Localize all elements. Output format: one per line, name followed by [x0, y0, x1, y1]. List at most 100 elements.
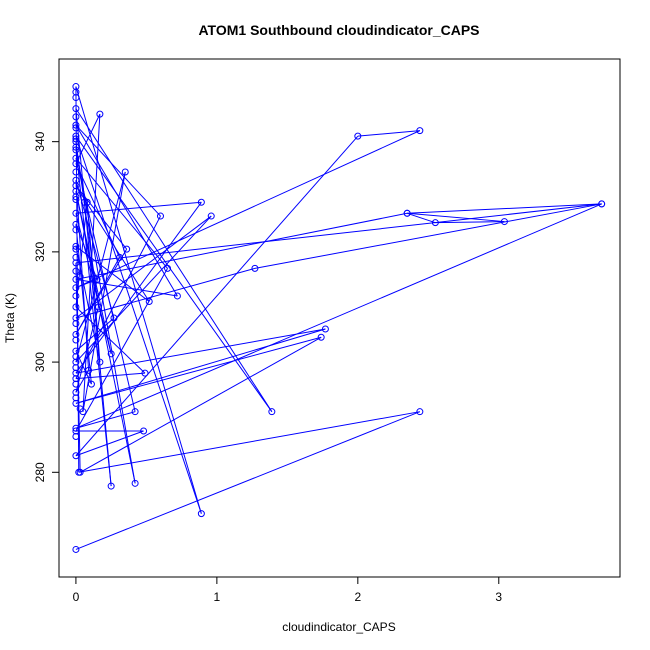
data-point — [116, 253, 124, 261]
data-point — [123, 245, 131, 253]
data-point — [72, 138, 80, 146]
data-point — [268, 408, 276, 416]
series-line-segment — [75, 191, 136, 484]
series-line-segment — [75, 215, 212, 319]
series-line-segment — [75, 306, 99, 393]
data-point — [72, 135, 80, 143]
series-line-segment — [357, 130, 420, 137]
data-point — [72, 154, 80, 162]
series-line-segment — [79, 336, 322, 473]
y-tick-label: 280 — [33, 462, 47, 482]
series-line-segment — [75, 113, 101, 164]
plot-frame — [58, 58, 621, 578]
data-point — [72, 245, 80, 253]
data-point — [72, 292, 80, 300]
series-line-segment — [75, 201, 202, 374]
data-point — [145, 297, 153, 305]
x-tick-label: 3 — [495, 590, 502, 604]
series-line-segment — [75, 430, 144, 457]
series-line-segment — [407, 203, 602, 214]
series-line-segment — [75, 158, 136, 412]
series-line-segment — [75, 372, 146, 380]
x-axis: 0 1 2 3 — [73, 577, 502, 604]
series-line-segment — [75, 203, 602, 264]
series-line-segment — [75, 328, 326, 404]
series-line-segment — [75, 141, 99, 308]
data-point — [110, 314, 118, 322]
data-point — [72, 226, 80, 234]
data-point — [72, 320, 80, 328]
series-line-segment — [75, 278, 178, 297]
data-point — [72, 267, 80, 275]
data-point — [131, 408, 139, 416]
series-line-segment — [75, 370, 90, 393]
series-line-segment — [75, 147, 136, 484]
series-line-segment — [75, 157, 168, 269]
y-axis-label: Theta (K) — [3, 293, 17, 343]
series-line-segment — [75, 180, 115, 319]
data-point — [72, 432, 80, 440]
data-point — [93, 275, 101, 283]
series-line-segment — [75, 163, 121, 258]
data-point — [72, 452, 80, 460]
data-point — [141, 369, 149, 377]
series-line-segment — [75, 411, 136, 429]
x-axis-label: cloudindicator_CAPS — [282, 620, 395, 634]
series-line-segment — [75, 130, 421, 289]
data-point — [107, 350, 115, 358]
y-tick-label: 300 — [33, 352, 47, 372]
data-point — [72, 424, 80, 432]
data-point — [121, 168, 129, 176]
series-line-segment — [75, 203, 602, 429]
data-point — [72, 380, 80, 388]
series-line-segment — [254, 203, 602, 269]
series-line-segment — [75, 135, 359, 457]
series-line-segment — [75, 171, 126, 363]
series-line-segment — [75, 86, 202, 514]
series-line-segment — [75, 135, 273, 412]
data-point — [76, 405, 84, 413]
data-point — [207, 212, 215, 220]
series-line-segment — [407, 212, 436, 224]
data-point — [72, 336, 80, 344]
data-point — [140, 427, 148, 435]
data-point — [317, 333, 325, 341]
data-point — [94, 303, 102, 311]
data-point — [85, 366, 93, 374]
data-point — [72, 193, 80, 201]
y-tick-label: 340 — [33, 131, 47, 151]
series-points — [72, 83, 606, 553]
series-line-segment — [82, 114, 101, 412]
data-point — [72, 113, 80, 121]
series-line-segment — [75, 124, 178, 297]
data-point — [72, 353, 80, 361]
y-tick-label: 320 — [33, 242, 47, 262]
data-point — [156, 212, 164, 220]
data-point — [431, 219, 439, 227]
data-point — [76, 468, 84, 476]
data-point — [403, 209, 411, 217]
data-point — [72, 364, 80, 372]
series-line-segment — [75, 317, 115, 352]
series-line-segment — [75, 336, 322, 404]
data-point — [72, 545, 80, 553]
data-point — [131, 479, 139, 487]
data-point — [80, 198, 88, 206]
series-line-segment — [75, 212, 408, 280]
data-point — [96, 110, 104, 118]
series-line-segment — [75, 180, 90, 371]
data-point — [164, 264, 172, 272]
series-line-segment — [75, 267, 256, 319]
series-line-segment — [75, 135, 202, 514]
data-point — [598, 200, 606, 208]
series-line-segment — [435, 221, 505, 224]
chart-title: ATOM1 Southbound cloudindicator_CAPS — [198, 22, 479, 38]
data-point — [173, 292, 181, 300]
data-point — [72, 196, 80, 204]
data-point — [72, 121, 80, 129]
data-point — [251, 264, 259, 272]
data-point — [76, 273, 84, 281]
series-line-segment — [75, 268, 168, 432]
